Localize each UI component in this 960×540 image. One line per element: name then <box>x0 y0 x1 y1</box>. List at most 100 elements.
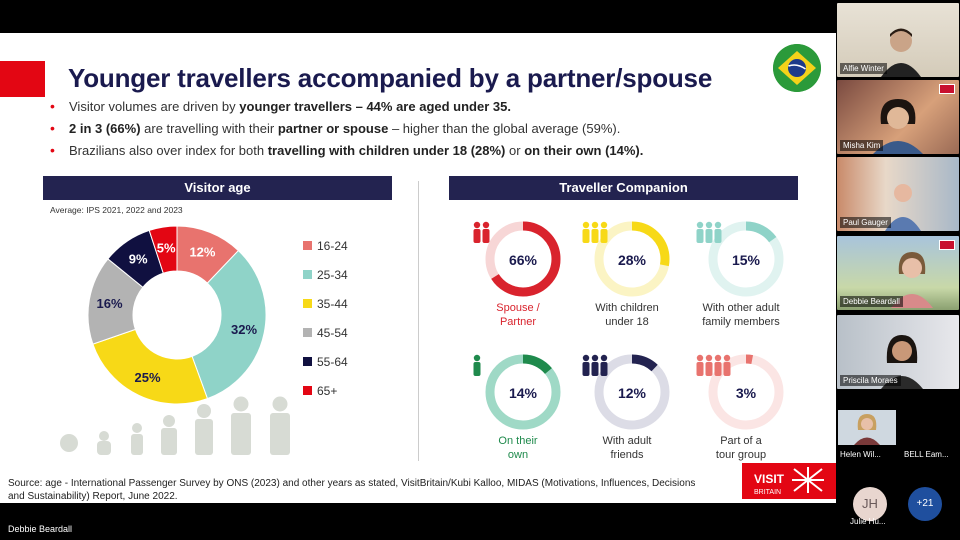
legend-label: 16-24 <box>317 238 348 253</box>
donut-arc <box>594 221 670 297</box>
companion-donut: 66% <box>473 221 561 297</box>
companion-couple: 66% Spouse / Partner <box>463 211 573 328</box>
companion-label: On their own <box>498 435 538 461</box>
uk-flag-icon <box>939 240 955 250</box>
legend-swatch <box>303 386 312 395</box>
solo-traveller-icon <box>473 354 481 376</box>
adult-family-icon <box>696 221 722 243</box>
uk-flag-icon <box>939 84 955 94</box>
donut-slice-25-34 <box>191 249 267 400</box>
donut-arc <box>708 221 784 297</box>
family-icon <box>582 221 608 243</box>
age-progression-illustration <box>60 396 290 455</box>
companion-donut: 3% <box>696 354 784 430</box>
donut-label-45-54: 16% <box>97 296 123 311</box>
donut-label-35-44: 25% <box>135 370 161 385</box>
legend-item-65+: 65+ <box>303 376 348 405</box>
companion-solo-traveller: 14% On their own <box>463 344 573 461</box>
legend-label: 65+ <box>317 383 338 398</box>
visitor-age-legend: 16-24 25-34 35-44 45-54 55-64 65+ <box>303 231 348 405</box>
legend-label: 35-44 <box>317 296 348 311</box>
companion-value: 14% <box>509 385 538 401</box>
legend-item-25-34: 25-34 <box>303 260 348 289</box>
donut-label-16-24: 12% <box>189 244 215 259</box>
donut-arc <box>708 354 784 430</box>
participant-name: Priscila Moraes <box>840 375 901 386</box>
companion-donut: 15% <box>696 221 784 297</box>
participant-video <box>838 410 896 445</box>
companion-donut: 12% <box>582 354 670 430</box>
slide-title: Younger travellers accompanied by a part… <box>68 63 713 93</box>
companion-tour-group: 3% Part of a tour group <box>686 344 796 461</box>
companion-value: 3% <box>736 385 757 401</box>
tour-group-icon <box>696 354 731 376</box>
legend-swatch <box>303 299 312 308</box>
participant-tile-3[interactable]: Paul Gauger <box>837 157 959 231</box>
participant-name: Misha Kim <box>840 140 884 151</box>
participant-avatar[interactable]: JH <box>853 487 887 521</box>
companion-label: Spouse / Partner <box>496 302 540 328</box>
couple-icon <box>473 221 490 243</box>
bullet-list: Visitor volumes are driven by younger tr… <box>50 98 810 164</box>
participant-tile-1[interactable]: Alfie Winter <box>837 3 959 77</box>
legend-label: 45-54 <box>317 325 348 340</box>
companion-value: 28% <box>618 252 647 268</box>
panel-divider <box>418 181 419 461</box>
donut-label-65+: 5% <box>157 240 176 255</box>
companion-family: 28% With children under 18 <box>572 211 682 328</box>
legend-item-45-54: 45-54 <box>303 318 348 347</box>
visitor-age-donut-chart: 12% 32% 25% 16% 9% 5% <box>87 225 267 405</box>
red-accent-block <box>0 61 45 97</box>
donut-arc <box>485 221 561 297</box>
shared-slide: Younger travellers accompanied by a part… <box>0 33 836 503</box>
source-note: Source: age - International Passenger Su… <box>8 478 696 502</box>
svg-text:BRITAIN: BRITAIN <box>754 489 781 496</box>
participant-name: Julie Hu... <box>850 517 886 526</box>
participant-name: Paul Gauger <box>840 217 891 228</box>
participant-video <box>885 184 921 231</box>
legend-item-55-64: 55-64 <box>303 347 348 376</box>
companion-friends: 12% With adult friends <box>572 344 682 461</box>
active-speaker-name: Debbie Beardall <box>8 524 73 534</box>
legend-swatch <box>303 270 312 279</box>
participant-name: Helen Wil... <box>840 450 881 459</box>
companion-label: Part of a tour group <box>715 435 767 461</box>
participant-tile-5[interactable]: Priscila Moraes <box>837 315 959 389</box>
participant-tile-6[interactable] <box>838 410 896 445</box>
legend-swatch <box>303 357 312 366</box>
companion-label: With adult friends <box>602 435 652 461</box>
companion-donut: 28% <box>582 221 670 297</box>
companion-value: 12% <box>618 385 647 401</box>
participant-name: Alfie Winter <box>840 63 887 74</box>
participant-tile-4[interactable]: Debbie Beardall <box>837 236 959 310</box>
participant-name: Debbie Beardall <box>840 296 903 307</box>
visitor-age-header: Visitor age <box>43 176 392 200</box>
donut-slice-35-44 <box>92 328 209 405</box>
legend-item-16-24: 16-24 <box>303 231 348 260</box>
companion-label: With other adult family members <box>702 302 780 328</box>
legend-swatch <box>303 328 312 337</box>
companion-value: 66% <box>509 252 538 268</box>
bullet-2: 2 in 3 (66%) are travelling with their p… <box>50 120 810 137</box>
donut-label-25-34: 32% <box>231 322 257 337</box>
companion-value: 15% <box>732 252 761 268</box>
donut-arc <box>485 354 561 430</box>
traveller-companion-header: Traveller Companion <box>449 176 798 200</box>
bullet-3: Brazilians also over index for both trav… <box>50 142 810 159</box>
donut-label-55-64: 9% <box>129 252 148 267</box>
more-participants-button[interactable]: +21 <box>908 487 942 521</box>
participant-video <box>881 28 921 77</box>
friends-icon <box>582 354 608 376</box>
participant-tile-2[interactable]: Misha Kim <box>837 80 959 154</box>
companion-donut: 14% <box>473 354 561 430</box>
legend-item-35-44: 35-44 <box>303 289 348 318</box>
participant-video <box>873 99 923 154</box>
legend-label: 55-64 <box>317 354 348 369</box>
brazil-flag-icon <box>773 44 821 92</box>
companion-label: With children under 18 <box>595 302 659 328</box>
average-note: Average: IPS 2021, 2022 and 2023 <box>50 205 183 215</box>
legend-label: 25-34 <box>317 267 348 282</box>
legend-swatch <box>303 241 312 250</box>
donut-slice-65+ <box>148 225 178 274</box>
